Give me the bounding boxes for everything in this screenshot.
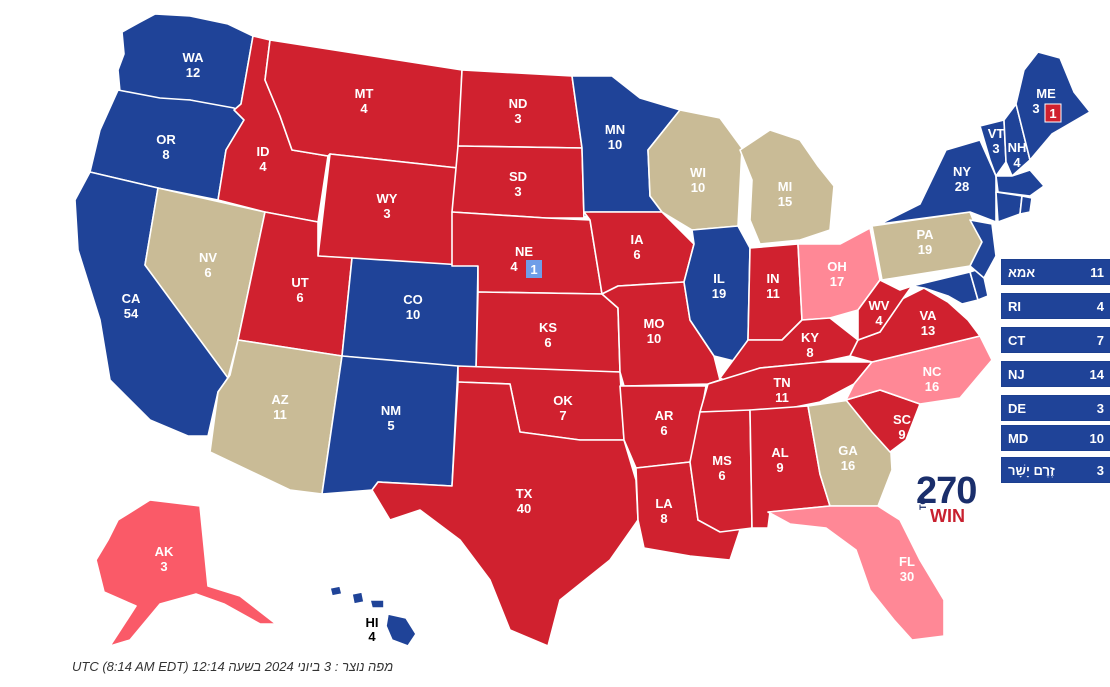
- label-vt: VT 3: [988, 126, 1005, 156]
- small-state-box[interactable]: זֶרֶם יָשָׁר 3: [1001, 457, 1110, 483]
- label-ga: GA 16: [838, 443, 858, 473]
- label-hi: HI 4: [366, 615, 379, 644]
- label-ca: CA 54: [122, 291, 141, 321]
- state-tx[interactable]: [371, 381, 639, 647]
- small-state-box[interactable]: NJ 14: [1001, 361, 1110, 387]
- small-state-abbr: אמא: [1008, 265, 1036, 280]
- small-state-ev: 3: [1096, 463, 1104, 478]
- small-state-abbr: NJ: [1008, 367, 1025, 382]
- state-hi[interactable]: [329, 585, 417, 647]
- label-ne: NE 4: [510, 244, 533, 274]
- label-nd: ND 3: [509, 96, 528, 126]
- small-state-box[interactable]: RI 4: [1001, 293, 1110, 319]
- label-mt: MT 4: [355, 86, 374, 116]
- small-state-abbr: DE: [1008, 401, 1027, 416]
- label-oh: OH 17: [827, 259, 847, 289]
- state-ct[interactable]: [995, 191, 1023, 223]
- small-state-box[interactable]: MD 10: [1001, 425, 1110, 451]
- label-tx: TX 40: [516, 486, 533, 516]
- state-ny[interactable]: [879, 139, 997, 225]
- label-wv: WV 4: [869, 298, 890, 328]
- label-or: OR 8: [156, 132, 176, 162]
- label-ny: NY 28: [953, 164, 971, 194]
- state-ma[interactable]: [995, 169, 1045, 197]
- label-ia: IA 6: [631, 232, 645, 262]
- small-state-abbr: CT: [1008, 333, 1026, 348]
- label-id: ID 4: [257, 144, 270, 174]
- label-me: ME 3: [1032, 86, 1056, 116]
- label-co: CO 10: [403, 292, 423, 322]
- label-ms: MS 6: [712, 453, 732, 483]
- label-mn: MN 10: [605, 122, 625, 152]
- label-wi: WI 10: [690, 165, 706, 195]
- label-in: IN 11: [766, 271, 780, 301]
- label-pa: PA 19: [916, 227, 934, 257]
- label-sc: SC 9: [893, 412, 912, 442]
- ne-district-label: 1: [530, 262, 537, 277]
- ne-district-badge: [526, 260, 542, 278]
- small-state-ev: 7: [1096, 333, 1104, 348]
- label-al: AL 9: [771, 445, 788, 475]
- label-mi: MI 15: [778, 179, 792, 209]
- small-state-box[interactable]: DE 3: [1001, 395, 1110, 421]
- 270towin-logo: 270 TO WIN: [916, 470, 982, 526]
- state-vt[interactable]: [979, 119, 1007, 177]
- label-nh: NH 4: [1008, 140, 1027, 170]
- label-sd: SD 3: [509, 169, 527, 199]
- label-ky: KY 8: [801, 330, 819, 360]
- small-state-ev: 11: [1090, 265, 1104, 280]
- label-wy: WY 3: [377, 191, 398, 221]
- small-state-box[interactable]: CT 7: [1001, 327, 1110, 353]
- label-ar: AR 6: [655, 408, 674, 438]
- label-wa: WA 12: [183, 50, 205, 80]
- state-mi[interactable]: [739, 129, 835, 245]
- small-state-ev: 14: [1089, 367, 1104, 382]
- me-district-label: 1: [1049, 106, 1056, 121]
- small-state-abbr: RI: [1008, 299, 1021, 314]
- small-state-ev: 3: [1096, 401, 1104, 416]
- label-tn: TN 11: [773, 375, 790, 405]
- state-nh[interactable]: [1003, 103, 1031, 177]
- state-il[interactable]: [683, 225, 751, 363]
- label-nm: NM 5: [381, 403, 401, 433]
- small-state-abbr: זֶרֶם יָשָׁר: [1008, 463, 1055, 478]
- small-state-ev: 10: [1089, 431, 1104, 446]
- state-sd[interactable]: [451, 145, 585, 219]
- label-ut: UT 6: [291, 275, 308, 305]
- map-created-timestamp: מפה נוצר : 3 ביוני 2024 בשעה 12:14 UTC (…: [72, 659, 394, 674]
- label-nv: NV 6: [199, 250, 217, 280]
- state-ak[interactable]: [95, 499, 277, 647]
- label-fl: FL 30: [899, 554, 915, 584]
- label-ak: AK 3: [155, 544, 174, 574]
- state-ri[interactable]: [1019, 195, 1033, 215]
- small-state-box[interactable]: אמא 11: [1001, 259, 1110, 285]
- label-va: VA 13: [919, 308, 937, 338]
- me-district-badge: [1044, 103, 1062, 123]
- logo-to: TO: [918, 497, 928, 510]
- logo-win: WIN: [930, 506, 965, 526]
- state-nj[interactable]: [969, 219, 997, 279]
- label-mo: MO 10: [644, 316, 665, 346]
- small-state-ev: 4: [1096, 299, 1104, 314]
- label-nc: NC 16: [923, 364, 942, 394]
- small-state-abbr: MD: [1008, 431, 1029, 446]
- label-ks: KS 6: [539, 320, 557, 350]
- label-ok: OK 7: [553, 393, 573, 423]
- state-nc[interactable]: [845, 335, 993, 405]
- label-az: AZ 11: [271, 392, 288, 422]
- label-il: IL 19: [712, 271, 726, 301]
- state-fl[interactable]: [767, 505, 945, 641]
- logo-number: 270: [916, 470, 977, 512]
- state-wv[interactable]: [857, 279, 913, 341]
- label-la: LA 8: [655, 496, 673, 526]
